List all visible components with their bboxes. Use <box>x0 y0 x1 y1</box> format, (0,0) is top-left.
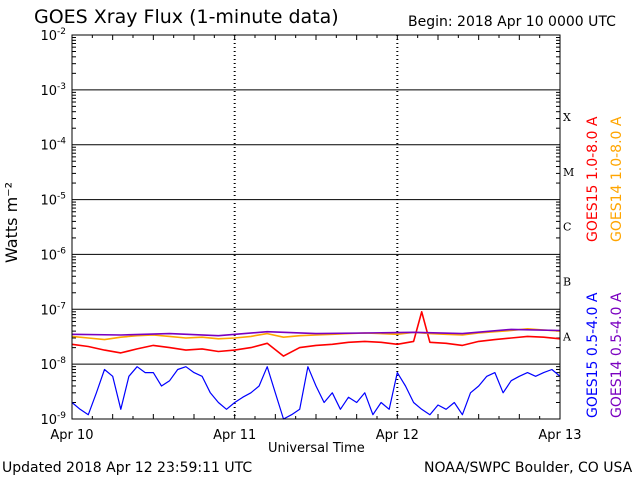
x-axis-label: Universal Time <box>268 441 365 456</box>
flare-class-label: A <box>562 330 572 343</box>
plot-frame <box>71 34 561 420</box>
y-tick-label: 10-3 <box>40 82 66 99</box>
y-tick-label: 10-7 <box>40 301 66 318</box>
legend-goes15-short: GOES15 0.5-4.0 A <box>585 292 601 418</box>
x-tick-label: Apr 13 <box>538 428 581 443</box>
legend-goes14-long: GOES14 1.0-8.0 A <box>609 116 625 242</box>
series-line <box>71 366 561 420</box>
flare-class-label: C <box>563 221 571 234</box>
credit-line: NOAA/SWPC Boulder, CO USA <box>424 460 633 476</box>
begin-time: Begin: 2018 Apr 10 0000 UTC <box>408 14 616 30</box>
y-tick-label: 10-5 <box>40 192 66 209</box>
flare-class-label: B <box>563 276 571 289</box>
y-tick-label: 10-9 <box>40 411 66 428</box>
x-tick-label: Apr 10 <box>50 428 93 443</box>
series-lines <box>71 311 561 420</box>
legend-goes14-short: GOES14 0.5-4.0 A <box>609 292 625 418</box>
flare-class-label: M <box>563 166 574 179</box>
legend-goes15-long: GOES15 1.0-8.0 A <box>585 116 601 242</box>
x-tick-label: Apr 11 <box>213 428 256 443</box>
updated-timestamp: Updated 2018 Apr 12 23:59:11 UTC <box>2 460 253 476</box>
chart-title: GOES Xray Flux (1-minute data) <box>34 6 339 28</box>
y-tick-label: 10-8 <box>40 356 66 373</box>
series-line <box>71 311 561 357</box>
y-tick-label: 10-2 <box>40 27 66 44</box>
y-axis-label: Watts m⁻² <box>2 181 21 263</box>
y-tick-label: 10-6 <box>40 246 66 263</box>
flare-class-label: X <box>563 111 571 124</box>
series-line <box>71 328 561 337</box>
y-tick-label: 10-4 <box>40 137 66 154</box>
x-tick-label: Apr 12 <box>376 428 419 443</box>
grid-lines <box>71 34 561 420</box>
